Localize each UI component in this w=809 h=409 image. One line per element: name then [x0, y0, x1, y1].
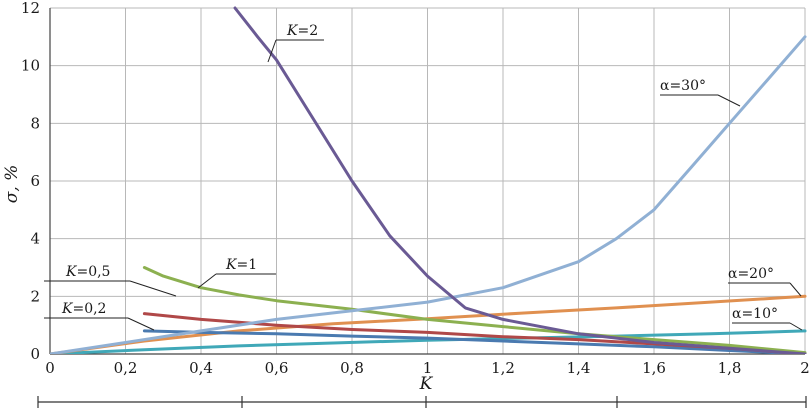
x-tick-label: 1,4 — [567, 359, 591, 377]
annotation-leader — [717, 94, 741, 107]
x-tick-label: 1 — [423, 359, 433, 377]
y-axis-ticks: 0 2 4 6 8 10 12 — [21, 0, 40, 363]
annotation-leader — [129, 280, 177, 297]
series-annotation-label: K=0,5 — [65, 264, 110, 280]
y-tick-label: 12 — [21, 0, 40, 17]
annotation-leader — [127, 317, 155, 331]
series-annotation-label: α=20° — [728, 266, 774, 282]
series-annotation-label: α=10° — [732, 306, 778, 322]
y-tick-label: 2 — [30, 287, 40, 305]
annotation-leader — [789, 322, 803, 331]
y-tick-label: 8 — [30, 114, 40, 132]
y-axis-label: σ, % — [2, 165, 22, 204]
series-line — [50, 35, 807, 354]
x-axis-ticks: 0 0,2 0,4 0,6 0,8 1 1,2 1,4 1,6 1,8 2 — [45, 359, 809, 377]
annotation-leader — [267, 39, 277, 63]
series-annotation-label: α=30° — [660, 78, 706, 94]
x-tick-label: 0 — [45, 359, 55, 377]
series-annotation-label: K=2 — [286, 23, 318, 39]
annotations: K=2 α=30° K=1 K=0,5 K=0,2 α=20° α=10° — [44, 23, 803, 331]
y-tick-label: 10 — [21, 57, 40, 75]
series-line — [50, 329, 807, 354]
annotation-leader — [789, 282, 802, 297]
series-line — [233, 6, 807, 354]
annotation-leader — [197, 273, 217, 289]
y-tick-label: 4 — [30, 230, 40, 248]
series-line — [142, 266, 807, 354]
x-tick-label: 0,6 — [265, 359, 289, 377]
series-lines — [50, 6, 807, 354]
grid — [49, 7, 806, 355]
x-tick-label: 0,8 — [340, 359, 364, 377]
x-tick-label: 0,4 — [189, 359, 213, 377]
x-tick-label: 1,8 — [718, 359, 742, 377]
series-line — [142, 329, 807, 354]
x-tick-label: 1,6 — [642, 359, 666, 377]
x-axis-label: K — [419, 374, 434, 394]
y-tick-label: 6 — [30, 172, 40, 190]
x-tick-label: 2 — [800, 359, 809, 377]
y-tick-label: 0 — [30, 345, 40, 363]
series-annotation-label: K=0,2 — [61, 301, 106, 317]
series-annotation-label: K=1 — [225, 257, 257, 273]
bottom-bracket — [37, 396, 807, 408]
x-tick-label: 0,2 — [114, 359, 138, 377]
x-tick-label: 1,2 — [491, 359, 515, 377]
